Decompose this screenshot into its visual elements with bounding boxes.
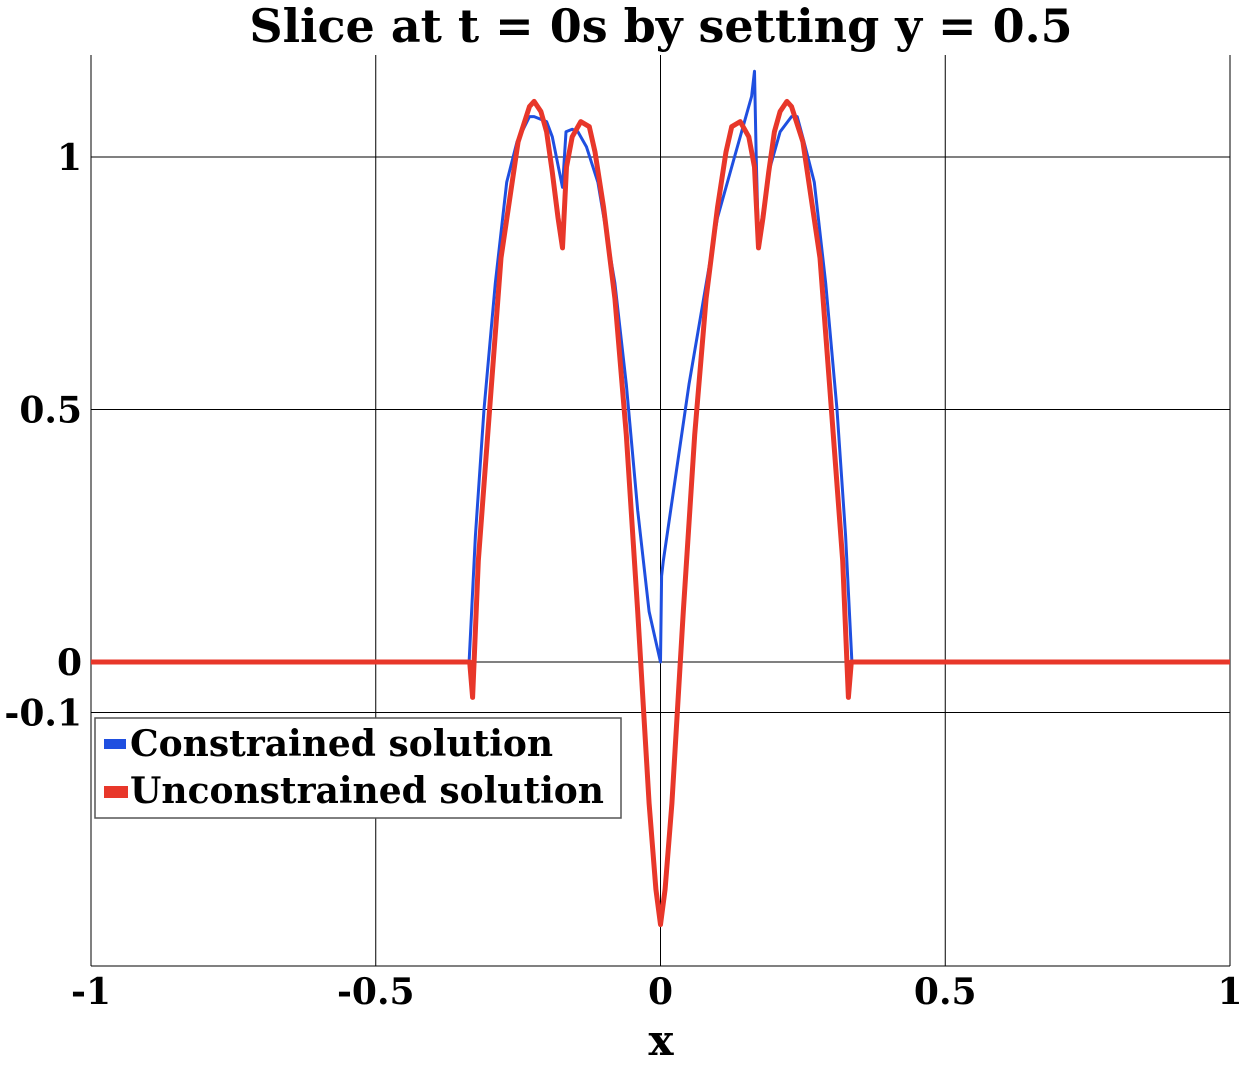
x-tick-label: -0.5 (337, 971, 415, 1013)
y-tick-label: -0.1 (4, 693, 82, 735)
legend-box (94, 717, 622, 819)
legend-swatch-unconstrained (104, 786, 128, 798)
y-axis-ticks: 1 0.5 0 -0.1 (4, 137, 82, 735)
grid-lines (90, 55, 1231, 967)
y-tick-label: 0.5 (19, 390, 82, 432)
legend: Constrained solution Unconstrained solut… (94, 717, 622, 819)
y-tick-label: 1 (57, 137, 82, 179)
x-axis-ticks: -1 -0.5 0 0.5 1 (71, 971, 1242, 1013)
chart-title: Slice at t = 0s by setting y = 0.5 (249, 0, 1072, 53)
x-tick-label: -1 (71, 971, 111, 1013)
x-tick-label: 0.5 (914, 971, 977, 1013)
legend-label-unconstrained: Unconstrained solution (130, 770, 604, 812)
x-axis-label: x (648, 1016, 674, 1065)
series-lines (91, 69, 1230, 928)
x-tick-label: 1 (1217, 971, 1242, 1013)
legend-label-constrained: Constrained solution (130, 723, 553, 765)
y-tick-label: 0 (57, 642, 82, 684)
legend-swatch-constrained (104, 739, 126, 749)
x-tick-label: 0 (648, 971, 673, 1013)
series-line-unconstrained (91, 98, 1230, 928)
